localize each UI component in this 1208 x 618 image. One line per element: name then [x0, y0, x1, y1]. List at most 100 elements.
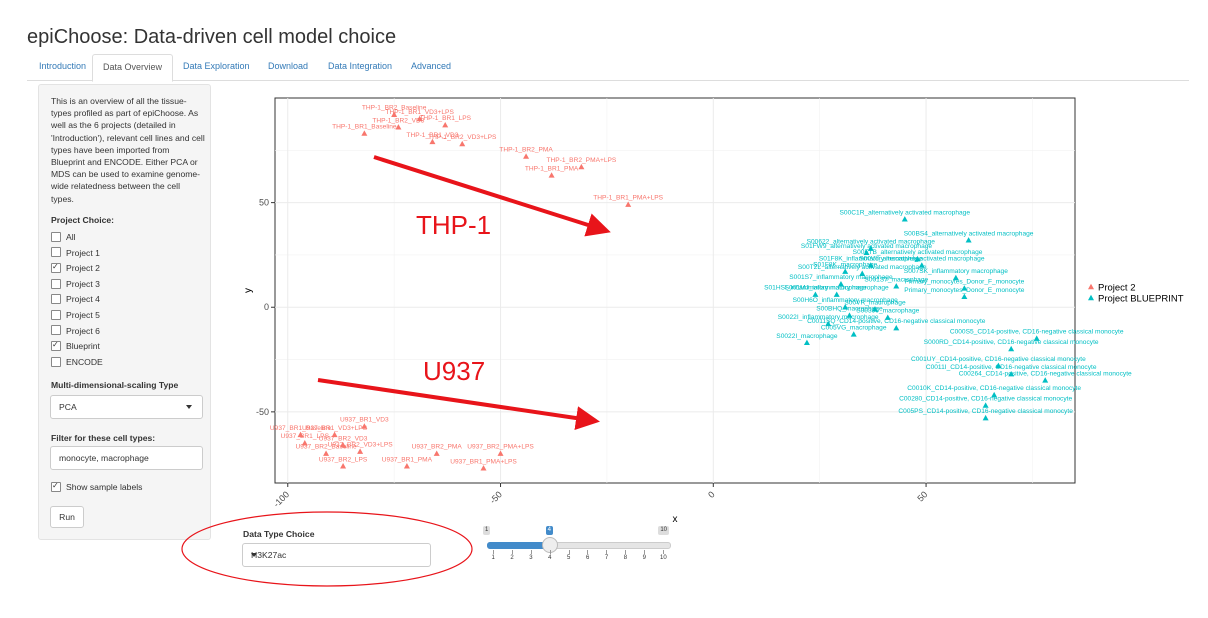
thp1-annotation: THP-1 [416, 210, 491, 240]
mds-type-select[interactable]: PCA [50, 395, 203, 419]
run-button[interactable]: Run [50, 506, 84, 528]
tab-data-exploration[interactable]: Data Exploration [183, 61, 250, 71]
slider-tick [549, 550, 551, 554]
project2-point [340, 442, 347, 448]
point-label: U937_BR1_VD3 [340, 417, 389, 424]
point-label: S01F8K_inflammatory macrophage [819, 255, 923, 262]
slider-tick-label: 4 [548, 555, 552, 561]
slider-min-label: 1 [483, 526, 491, 535]
filter-label: Filter for these cell types: [51, 433, 156, 443]
cell-type-filter-input[interactable]: monocyte, macrophage [50, 446, 203, 470]
slider-tick-label: 1 [491, 555, 495, 561]
project2-point [301, 440, 308, 446]
checkbox-icon [51, 480, 61, 492]
legend-label: Project 2 [1098, 283, 1136, 294]
project-checkbox-label: Blueprint [66, 341, 100, 352]
blueprint-point [1042, 377, 1049, 383]
highlight-ellipse [181, 511, 473, 587]
checkbox-icon [51, 356, 61, 367]
legend-key-icon [1088, 283, 1094, 290]
mds-type-label: Multi-dimensional-scaling Type [51, 380, 179, 390]
project-checkbox-project-5[interactable]: Project 5 [51, 309, 100, 321]
project-checkbox-project-6[interactable]: Project 6 [51, 325, 100, 337]
blueprint-point [842, 268, 849, 274]
chevron-down-icon [186, 405, 192, 409]
project2-point [578, 163, 585, 170]
blueprint-point [901, 216, 908, 222]
slider-tick [530, 550, 532, 554]
x-tick-label: -50 [488, 489, 504, 505]
slider-tick-label: 3 [529, 555, 533, 561]
project-checkbox-project-2[interactable]: Project 2 [51, 261, 100, 274]
u937-arrow-icon [317, 378, 600, 430]
blueprint-point [991, 391, 998, 398]
mds-type-value: PCA [59, 402, 77, 412]
slider-current-label: 4 [545, 526, 553, 535]
slider-max-label: 10 [658, 526, 669, 535]
project-checkbox-label: Project 4 [66, 294, 100, 305]
point-label: S00FTB_alternatively activated macrophag… [853, 249, 983, 256]
blueprint-point [961, 293, 968, 299]
blueprint-point [884, 314, 891, 320]
data-type-select[interactable]: H3K27ac [242, 543, 431, 567]
blueprint-point [914, 255, 921, 262]
thp1-arrow-icon [373, 155, 611, 237]
u937-annotation: U937 [423, 356, 485, 386]
tab-advanced[interactable]: Advanced [411, 61, 452, 71]
point-label: S00622_alternatively activated macrophag… [807, 239, 936, 246]
blueprint-point [893, 324, 900, 331]
blueprint-point [863, 249, 870, 256]
project-checkbox-encode[interactable]: ENCODE [51, 356, 103, 368]
point-label: C001UY_CD14-positive, CD16-negative clas… [911, 356, 1086, 363]
tab-data-overview[interactable]: Data Overview [92, 54, 174, 82]
blueprint-point [1033, 335, 1040, 341]
tab-introduction[interactable]: Introduction [39, 61, 87, 71]
point-label: S001MJ_inflammatory macrophage [785, 285, 889, 292]
project-checkbox-blueprint[interactable]: Blueprint [51, 339, 100, 352]
blueprint-point [812, 291, 819, 297]
point-label: Primary_monocytes_Donor_F_monocyte [904, 278, 1024, 285]
point-label: THP-1_BR1_PMA+LPS [593, 195, 663, 202]
point-label: U937_BR1_LPS [281, 433, 330, 440]
data-type-label: Data Type Choice [243, 529, 315, 539]
blueprint-point [803, 339, 810, 346]
slider-tick-label: 6 [585, 555, 590, 561]
project-checkbox-all[interactable]: All [51, 231, 76, 243]
point-label: S00C1R_alternatively activated macrophag… [840, 209, 971, 216]
project-checkbox-project-3[interactable]: Project 3 [51, 278, 100, 290]
slider-tick-label: 10 [660, 555, 667, 561]
project-checkbox-project-1[interactable]: Project 1 [51, 247, 100, 259]
blueprint-point [846, 312, 853, 318]
point-label: THP-1_BR2_VD3 [372, 117, 424, 124]
blueprint-point [833, 291, 840, 297]
slider-tick [625, 550, 627, 554]
chevron-down-icon [251, 553, 257, 557]
project-checkbox-project-4[interactable]: Project 4 [51, 293, 100, 305]
point-label: THP-1_BR1_VD3+LPS [386, 109, 455, 116]
project2-point [403, 463, 410, 469]
project-choice-label: Project Choice: [51, 215, 115, 225]
checkbox-icon [51, 325, 61, 336]
show-labels-checkbox[interactable]: Show sample labels [51, 480, 142, 493]
slider-tick-label: 5 [567, 555, 571, 561]
blueprint-point [961, 285, 968, 291]
project2-point [357, 448, 364, 454]
project2-point [361, 130, 368, 136]
project2-point [459, 140, 466, 147]
x-tick-label: -100 [271, 489, 291, 509]
point-label: C005VG_macrophage [821, 324, 887, 331]
blueprint-point [842, 304, 849, 310]
point-label: S01FW9_alternatively activated macrophag… [801, 243, 933, 250]
app-title: epiChoose: Data-driven cell model choice [27, 26, 397, 48]
slider-tick [587, 550, 589, 554]
checkbox-icon [51, 278, 61, 289]
tab-download[interactable]: Download [268, 61, 309, 71]
blueprint-point [1008, 370, 1015, 377]
point-label: THP-1_BR2_Baseline [362, 105, 427, 112]
slider-tick-label: 9 [642, 555, 646, 561]
point-label: U937_BR2_VD3 [319, 435, 368, 442]
threshold-slider[interactable]: 1 10 4 1 2 3 4 5 6 7 8 9 10 [483, 526, 671, 566]
slider-tick-label: 7 [604, 555, 609, 561]
tab-data-integration[interactable]: Data Integration [328, 61, 393, 71]
point-label: C0010K_CD14-positive, CD16-negative clas… [907, 385, 1081, 392]
